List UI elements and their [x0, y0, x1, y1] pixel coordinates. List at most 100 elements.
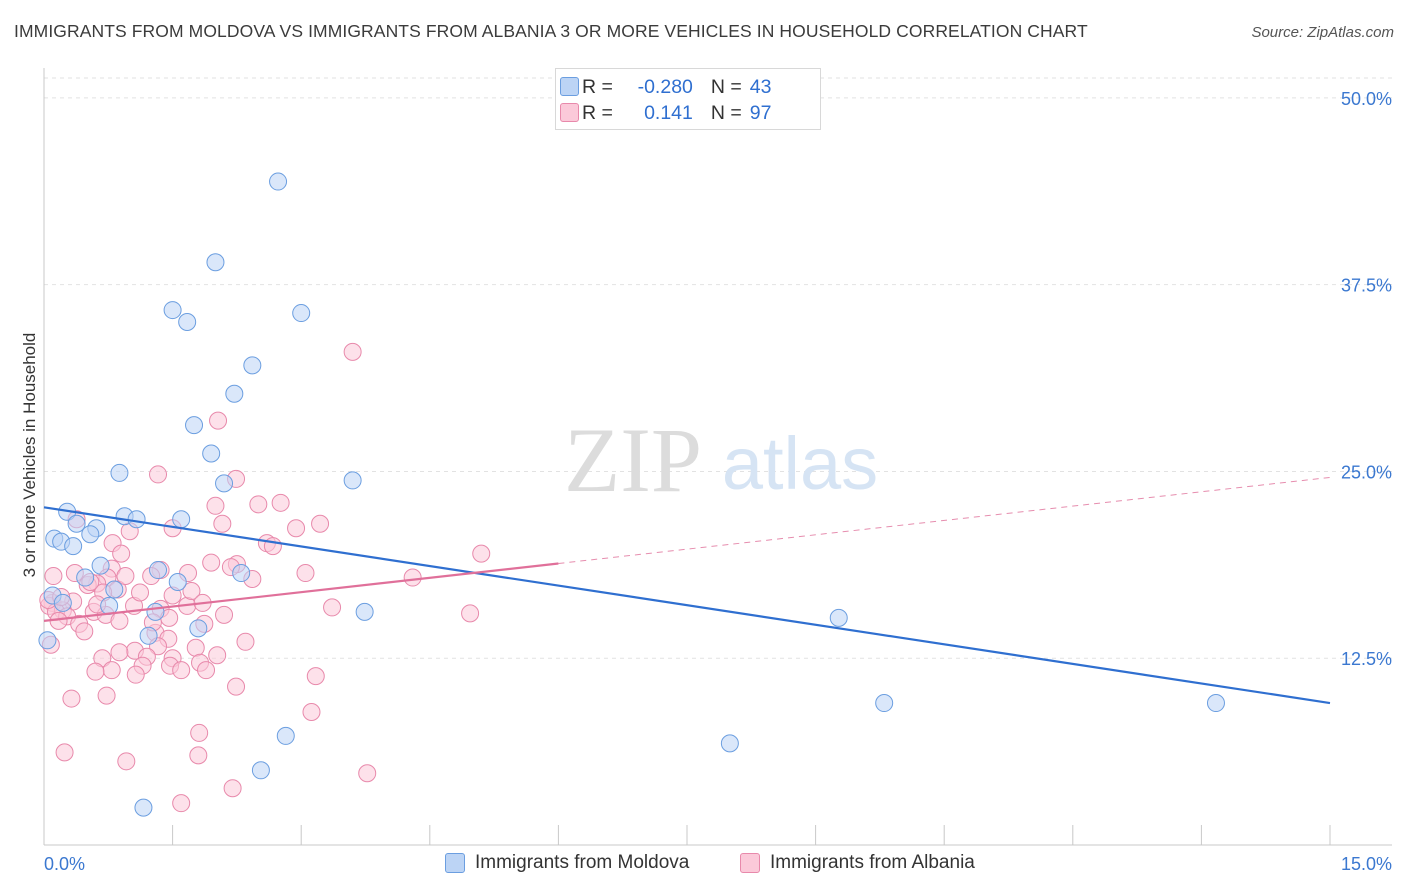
data-point-albania	[172, 794, 191, 813]
stat-row-moldova: R = -0.280 N = 43	[560, 74, 772, 100]
data-point-albania	[236, 632, 255, 651]
data-point-albania	[403, 568, 422, 587]
r-label: R =	[582, 101, 613, 124]
data-point-moldova	[243, 356, 262, 375]
r-value: -0.280	[637, 75, 693, 98]
data-point-albania	[311, 514, 330, 533]
series-moldova	[38, 172, 1225, 817]
data-point-albania	[227, 677, 246, 696]
data-point-albania	[461, 604, 480, 623]
watermark-zip: ZIP	[564, 409, 702, 511]
data-point-moldova	[91, 556, 110, 575]
data-point-moldova	[206, 253, 225, 272]
data-point-moldova	[53, 593, 72, 612]
data-point-albania	[117, 752, 136, 771]
data-point-albania	[126, 665, 145, 684]
data-point-moldova	[189, 619, 208, 638]
legend-item-moldova[interactable]: Immigrants from Moldova	[445, 852, 689, 874]
stat-row-albania: R = 0.141 N = 97	[560, 100, 772, 126]
data-point-moldova	[829, 608, 848, 627]
data-point-albania	[472, 544, 491, 563]
y-tick-label: 50.0%	[1341, 89, 1392, 109]
legend-label-moldova: Immigrants from Moldova	[475, 852, 690, 873]
data-point-moldova	[146, 602, 165, 621]
data-point-albania	[86, 662, 105, 681]
data-point-moldova	[875, 694, 894, 713]
data-point-albania	[302, 703, 321, 722]
data-point-albania	[202, 553, 221, 572]
data-point-moldova	[251, 761, 270, 780]
data-point-albania	[102, 661, 121, 680]
data-point-moldova	[139, 626, 158, 645]
y-tick-labels: 12.5% 25.0% 37.5% 50.0%	[1341, 89, 1392, 669]
data-point-albania	[296, 564, 315, 583]
legend-item-albania[interactable]: Immigrants from Albania	[740, 852, 975, 874]
data-point-albania	[186, 638, 205, 657]
legend: Immigrants from Moldova Immigrants from …	[0, 852, 1406, 878]
data-point-albania	[208, 646, 227, 665]
data-point-albania	[75, 622, 94, 641]
trend-line-albania	[43, 562, 559, 622]
data-point-moldova	[38, 631, 57, 650]
r-label: R =	[582, 75, 613, 98]
y-tick-label: 12.5%	[1341, 649, 1392, 669]
data-point-albania	[172, 661, 191, 680]
data-point-moldova	[292, 304, 311, 323]
data-point-albania	[44, 567, 63, 586]
legend-swatch-albania	[740, 853, 760, 873]
series-albania	[39, 342, 491, 813]
data-point-moldova	[269, 172, 288, 191]
data-point-moldova	[172, 510, 191, 529]
chart-title: IMMIGRANTS FROM MOLDOVA VS IMMIGRANTS FR…	[14, 21, 1088, 41]
data-point-moldova	[67, 514, 86, 533]
y-tick-label: 37.5%	[1341, 276, 1392, 296]
data-point-moldova	[232, 564, 251, 583]
data-point-albania	[189, 746, 208, 765]
data-point-albania	[249, 495, 268, 514]
data-point-albania	[110, 611, 129, 630]
trend-line-albania-extension	[558, 476, 1331, 564]
data-point-moldova	[343, 471, 362, 490]
n-label: N =	[710, 75, 742, 98]
data-point-albania	[131, 583, 150, 602]
data-point-albania	[149, 465, 168, 484]
watermark-atlas: atlas	[722, 422, 878, 505]
r-value: 0.141	[644, 101, 693, 124]
n-label: N =	[710, 101, 742, 124]
y-tick-label: 25.0%	[1341, 462, 1392, 482]
x-tick-label-min: 0.0%	[44, 854, 85, 874]
data-point-albania	[223, 779, 242, 798]
data-point-albania	[197, 661, 216, 680]
data-point-albania	[343, 342, 362, 361]
data-point-moldova	[163, 301, 182, 320]
data-point-moldova	[202, 444, 221, 463]
data-point-moldova	[276, 726, 295, 745]
data-point-moldova	[355, 602, 374, 621]
x-tick-label-max: 15.0%	[1341, 854, 1392, 874]
moldova-swatch	[560, 77, 579, 96]
data-point-albania	[112, 544, 131, 563]
data-point-moldova	[215, 474, 234, 493]
data-point-albania	[306, 667, 325, 686]
data-point-albania	[215, 605, 234, 624]
data-point-albania	[190, 723, 209, 742]
trend-lines	[43, 476, 1331, 705]
legend-swatch-moldova	[445, 853, 465, 873]
data-point-moldova	[64, 537, 83, 556]
data-point-moldova	[105, 580, 124, 599]
axes	[43, 68, 1392, 846]
data-point-moldova	[1206, 694, 1225, 713]
correlation-stats-box: R = -0.280 N = 43 R = 0.141 N = 97	[555, 68, 821, 130]
data-point-albania	[116, 567, 135, 586]
n-value: 97	[749, 101, 772, 124]
source-label: Source: ZipAtlas.com	[1251, 24, 1394, 41]
data-point-albania	[323, 598, 342, 617]
legend-label-albania: Immigrants from Albania	[770, 852, 975, 873]
data-point-moldova	[168, 573, 187, 592]
data-point-albania	[287, 519, 306, 538]
data-point-moldova	[110, 463, 129, 482]
n-value: 43	[749, 75, 772, 98]
x-tick-labels: 0.0% 15.0%	[44, 854, 1392, 874]
data-point-moldova	[127, 510, 146, 529]
